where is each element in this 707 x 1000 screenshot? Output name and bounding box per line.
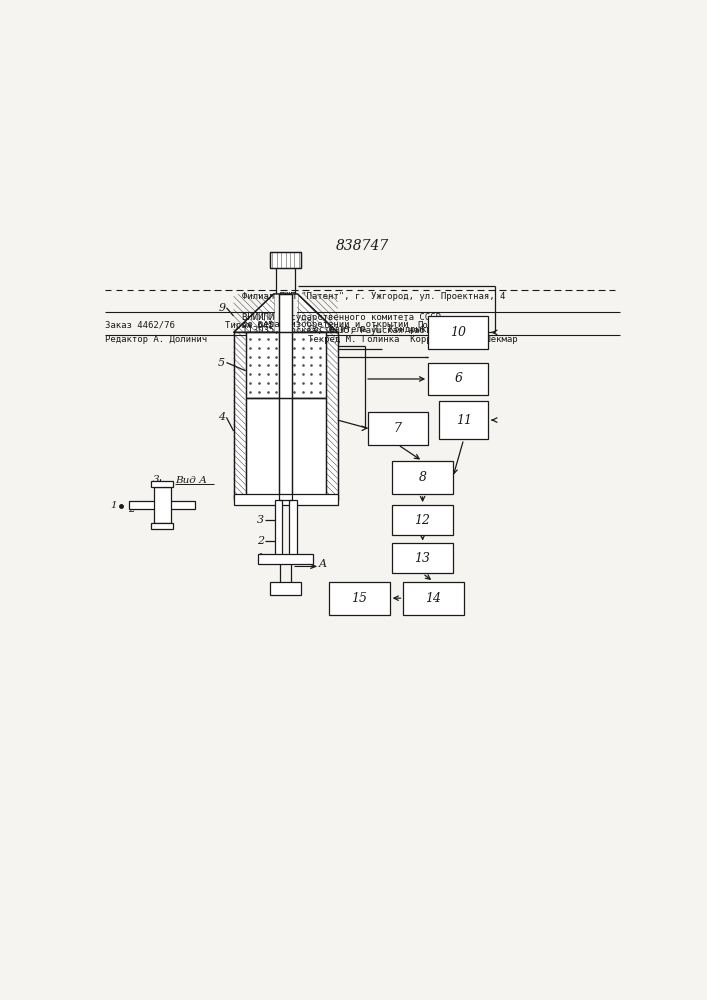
Bar [154, 487, 170, 523]
Text: 13: 13 [414, 552, 431, 565]
Text: Редактор А. Долинич: Редактор А. Долинич [105, 335, 207, 344]
Text: 838747: 838747 [336, 239, 389, 253]
Text: по делам изобретений и открытий: по делам изобретений и открытий [242, 320, 409, 329]
Text: 1: 1 [110, 500, 117, 510]
Text: 2: 2 [129, 505, 135, 514]
Text: 3: 3 [153, 475, 160, 484]
Bar [245, 332, 326, 398]
Text: 3: 3 [257, 515, 264, 525]
Text: 7: 7 [394, 422, 402, 435]
Bar [329, 582, 390, 615]
Text: 4: 4 [218, 412, 226, 422]
Bar [258, 554, 313, 564]
Text: Техред М. Голинка  Корректор  С. Шекмар: Техред М. Голинка Корректор С. Шекмар [308, 335, 517, 344]
Bar [428, 316, 489, 349]
Text: 9: 9 [218, 303, 226, 313]
Bar [274, 500, 282, 560]
Text: 113035, Москва, Ж-35, Раушская наб., д. 4/5: 113035, Москва, Ж-35, Раушская наб., д. … [242, 326, 473, 335]
Bar [245, 398, 326, 500]
Text: 5: 5 [218, 358, 226, 368]
Bar [233, 332, 338, 500]
Bar [151, 523, 173, 529]
Text: 15: 15 [351, 592, 368, 605]
Bar [392, 461, 452, 494]
Bar [392, 543, 452, 573]
Text: 1: 1 [257, 553, 264, 563]
Text: 6: 6 [454, 372, 462, 385]
Text: 11: 11 [456, 414, 472, 427]
Bar [392, 505, 452, 535]
Bar [368, 412, 428, 445]
Bar [404, 582, 464, 615]
Bar [279, 294, 292, 500]
Bar [233, 494, 338, 505]
Text: 14: 14 [426, 592, 442, 605]
Bar [270, 582, 301, 595]
Text: Подписное: Подписное [417, 321, 465, 330]
Bar [151, 481, 173, 487]
Text: 8: 8 [419, 471, 426, 484]
Bar [279, 294, 292, 500]
Bar [428, 363, 489, 395]
Text: Вид А: Вид А [175, 476, 207, 485]
Text: 10: 10 [450, 326, 466, 339]
Polygon shape [233, 294, 338, 332]
Text: Филиал ПШП "Патент", г. Ужгород, ул. Проектная, 4: Филиал ПШП "Патент", г. Ужгород, ул. Про… [242, 292, 506, 301]
Text: A: A [319, 559, 327, 569]
Bar [439, 401, 489, 439]
Bar [270, 252, 301, 268]
Bar [129, 501, 195, 509]
Text: Заказ 4462/76: Заказ 4462/76 [105, 321, 175, 330]
Bar [245, 398, 326, 500]
Text: 2: 2 [257, 536, 264, 546]
Bar [289, 500, 297, 560]
Text: 12: 12 [414, 514, 431, 527]
Bar [245, 332, 326, 398]
Bar [233, 332, 338, 500]
Bar [274, 294, 297, 332]
Text: Составитель Л. Кондрыкинская: Составитель Л. Кондрыкинская [308, 325, 458, 334]
Text: Тираж 645: Тираж 645 [226, 321, 274, 330]
Text: ВНИИПИ Государственного комитета СССР: ВНИИПИ Государственного комитета СССР [242, 313, 440, 322]
